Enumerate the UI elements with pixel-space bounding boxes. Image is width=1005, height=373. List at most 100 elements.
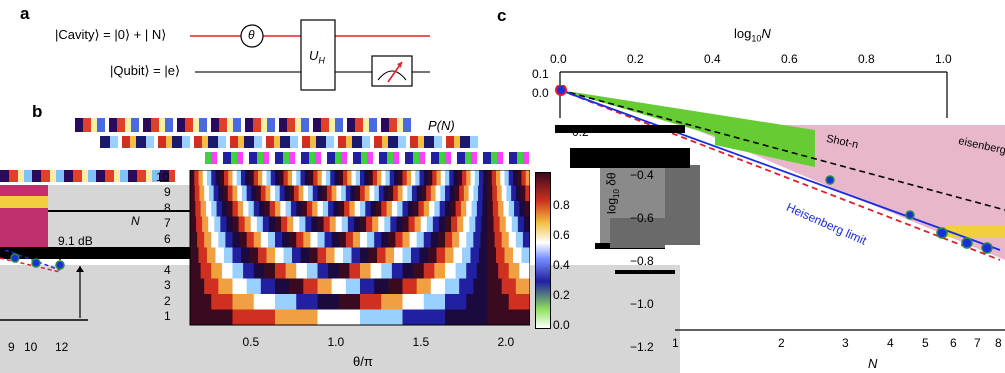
heatmap-cell <box>504 247 514 263</box>
heatmap-cell <box>214 216 221 232</box>
heatmap-cell <box>395 232 403 248</box>
heatmap-cell <box>243 201 249 217</box>
heatmap-cell <box>227 201 233 217</box>
heatmap-cell <box>317 294 340 310</box>
heatmap-cell <box>402 247 412 263</box>
heatmap-cell <box>360 185 366 201</box>
heatmap-cell <box>407 201 414 217</box>
heatmap-cell <box>317 185 323 201</box>
heatmap-cell <box>326 185 333 201</box>
heatmap-cell <box>482 185 488 201</box>
heatmap-cell <box>406 170 412 186</box>
heatmap-cell <box>351 247 361 263</box>
heatmap-cell <box>506 185 512 201</box>
heatmap-cell <box>232 185 238 201</box>
heatmap-cell <box>402 216 410 232</box>
heatmap-cell <box>245 170 250 186</box>
c-top-tick: 0.6 <box>781 52 798 66</box>
heatmap-cell <box>351 170 357 186</box>
heatmap-cell <box>211 170 216 186</box>
heatmap-cell <box>368 247 378 263</box>
heatmap-cell <box>290 201 297 217</box>
heatmap-cell <box>335 216 343 232</box>
heatmap-cell <box>299 216 306 232</box>
heatmap-cell <box>483 170 488 186</box>
heatmap-cell <box>221 263 233 279</box>
heatmap-cell <box>402 309 446 325</box>
heatmap-cell <box>198 170 204 186</box>
heatmap-cell <box>453 170 459 186</box>
heatmap-cell <box>211 232 219 248</box>
heatmap-cell <box>322 185 328 201</box>
heatmap-cell <box>411 170 416 186</box>
heatmap-cell <box>418 201 425 217</box>
heatmap-cell <box>479 170 484 186</box>
heatmap-cell <box>207 170 212 186</box>
heatmap-cell <box>415 170 420 186</box>
heatmap-cell <box>338 170 344 186</box>
heatmap-cell <box>374 232 382 248</box>
heatmap-cell <box>317 247 327 263</box>
heatmap-cell <box>428 170 433 186</box>
heatmap-cell <box>470 170 476 186</box>
heatmap-cell <box>402 185 408 201</box>
heatmap-cell <box>270 185 276 201</box>
heatmap-cell <box>190 170 195 186</box>
data-blue-line <box>559 89 1001 251</box>
heatmap-cell <box>246 232 255 248</box>
heatmap-cell <box>296 232 304 248</box>
heatmap-cell <box>306 263 318 279</box>
c-top-tick: 0.8 <box>858 52 875 66</box>
unitary-letter: U <box>309 48 319 63</box>
heatmap-cell <box>457 170 463 186</box>
left-colorbar-strip <box>0 170 175 182</box>
heatmap-cell <box>317 278 333 294</box>
c-glitch-black <box>570 148 690 168</box>
heatmap-cell <box>487 201 494 217</box>
c-ytick: −1.0 <box>630 297 654 311</box>
heatmap-cell <box>487 309 530 325</box>
heatmap-cell <box>283 170 289 186</box>
heatmap-cell <box>303 185 309 201</box>
heatmap-cell <box>466 232 474 248</box>
heatmap-cell <box>432 216 440 232</box>
heatmap-cell <box>317 309 361 325</box>
heatmap-cell <box>487 278 503 294</box>
heatmap-cell <box>190 309 233 325</box>
c-glitch-gray-2 <box>610 218 665 248</box>
heatmap-cell <box>364 185 370 201</box>
heatmap-cell <box>466 294 488 310</box>
heatmap-cell <box>190 201 196 217</box>
colorbar-strip-2 <box>100 136 480 148</box>
heatmap-cell <box>260 232 269 248</box>
heatmap-cell <box>466 201 473 217</box>
heatmap-cell <box>429 201 435 217</box>
heatmap-cell <box>525 170 530 186</box>
heatmap-cell <box>445 185 451 201</box>
heatmap-cell <box>413 263 425 279</box>
heatmap-ytick: 5 <box>164 247 171 262</box>
heatmap-cell <box>389 170 395 186</box>
inset-db-label: 9.1 dB <box>58 234 93 248</box>
left-tick-9: 9 <box>8 340 15 354</box>
heatmap-cell <box>374 278 389 294</box>
left-partial-plot <box>0 250 88 321</box>
unitary-sub: H <box>318 55 325 66</box>
heatmap-ytick: 3 <box>164 278 171 293</box>
heatmap-cell <box>487 185 493 201</box>
heatmap-cell <box>499 216 507 232</box>
heatmap-cell <box>374 185 380 201</box>
heatmap-cell <box>331 278 347 294</box>
heatmap-cell <box>226 216 233 232</box>
heatmap-cell <box>238 216 246 232</box>
heatmap-cell <box>353 216 361 232</box>
heatmap-cell <box>421 185 427 201</box>
heatmap-cell <box>352 232 361 248</box>
heatmap-cell <box>200 263 212 279</box>
heatmap-cell <box>480 232 488 248</box>
heatmap-cell <box>453 247 463 263</box>
c-top-tick: 0.0 <box>550 52 567 66</box>
heatmap-cell <box>504 170 510 186</box>
heatmap-cell <box>264 201 271 217</box>
heatmap-cell <box>309 247 318 263</box>
